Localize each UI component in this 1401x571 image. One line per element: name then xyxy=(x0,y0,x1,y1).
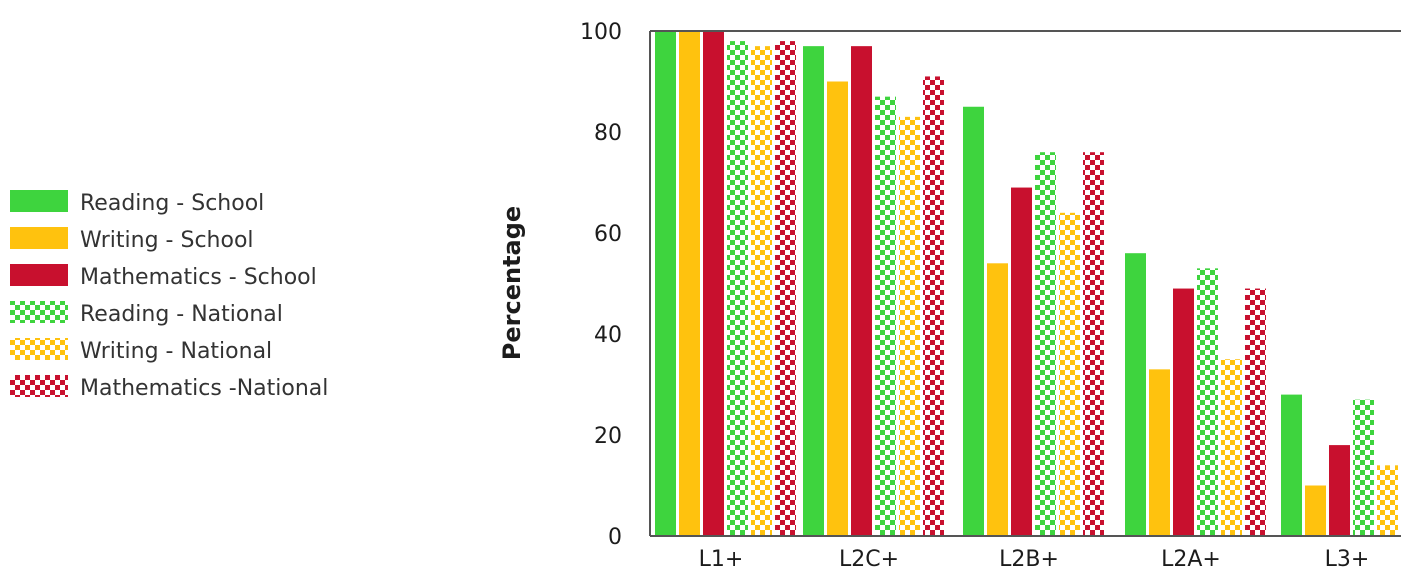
bar xyxy=(1353,399,1374,536)
x-tick-label: L3+ xyxy=(1325,547,1370,571)
bar xyxy=(851,46,872,537)
y-axis-ticks: 0 20 40 60 80 100 xyxy=(580,20,622,550)
bar xyxy=(923,76,944,536)
bar-group-L3+ xyxy=(1281,394,1398,536)
legend-label: Writing - National xyxy=(80,339,272,364)
bar xyxy=(1377,465,1398,536)
legend-label: Reading - School xyxy=(80,191,264,216)
x-axis-ticks: L1+ L2C+ L2B+ L2A+ L3+ xyxy=(699,547,1370,571)
bar xyxy=(1173,288,1194,536)
bar xyxy=(1245,288,1266,536)
legend-label: Mathematics - School xyxy=(80,265,317,290)
bar xyxy=(1329,445,1350,536)
legend-label: Reading - National xyxy=(80,302,283,327)
legend-label: Writing - School xyxy=(80,228,254,253)
bar xyxy=(1011,187,1032,537)
bar-group-L2A+ xyxy=(1125,253,1266,536)
bars xyxy=(655,31,1398,537)
y-tick-label: 80 xyxy=(594,121,622,146)
bar xyxy=(1125,253,1146,536)
legend-swatch xyxy=(10,227,68,249)
y-tick-label: 40 xyxy=(594,323,622,348)
bar xyxy=(963,106,984,536)
bar xyxy=(1035,152,1056,536)
bar xyxy=(775,41,796,536)
bar xyxy=(1059,212,1080,537)
y-tick-label: 20 xyxy=(594,424,622,449)
legend-swatch xyxy=(10,301,68,323)
bar xyxy=(1149,369,1170,536)
x-tick-label: L2A+ xyxy=(1161,547,1221,571)
bar xyxy=(1083,152,1104,536)
bar xyxy=(1305,485,1326,536)
legend-item: Reading - School xyxy=(10,190,264,216)
legend-swatch xyxy=(10,338,68,360)
bar xyxy=(1197,268,1218,536)
bar-group-L1+ xyxy=(655,31,796,537)
bar xyxy=(655,31,676,536)
bar xyxy=(727,41,748,536)
legend-item: Writing - School xyxy=(10,227,254,253)
bar-group-L2B+ xyxy=(963,106,1104,537)
bar xyxy=(875,96,896,537)
bar xyxy=(1281,394,1302,536)
x-tick-label: L2C+ xyxy=(839,547,899,571)
legend-item: Reading - National xyxy=(10,301,283,327)
legend-item: Mathematics -National xyxy=(10,375,328,401)
legend-item: Mathematics - School xyxy=(10,264,317,290)
bar xyxy=(803,46,824,537)
axes xyxy=(649,30,1401,537)
bar-group-L2C+ xyxy=(803,46,944,537)
legend: Reading - School Writing - School Mathemat… xyxy=(10,190,328,401)
x-tick-label: L1+ xyxy=(699,547,744,571)
y-axis-label: Percentage xyxy=(498,206,526,360)
bar xyxy=(987,263,1008,536)
bar xyxy=(1221,359,1242,536)
legend-swatch xyxy=(10,375,68,397)
bar xyxy=(679,31,700,536)
bar xyxy=(703,31,724,536)
y-tick-label: 0 xyxy=(608,525,622,550)
bar xyxy=(827,81,848,536)
x-tick-label: L2B+ xyxy=(999,547,1059,571)
legend-item: Writing - National xyxy=(10,338,272,364)
legend-swatch xyxy=(10,264,68,286)
legend-swatch xyxy=(10,190,68,212)
bar xyxy=(751,46,772,537)
y-tick-label: 60 xyxy=(594,222,622,247)
y-tick-label: 100 xyxy=(580,20,622,45)
legend-label: Mathematics -National xyxy=(80,376,328,401)
bar xyxy=(899,116,920,536)
